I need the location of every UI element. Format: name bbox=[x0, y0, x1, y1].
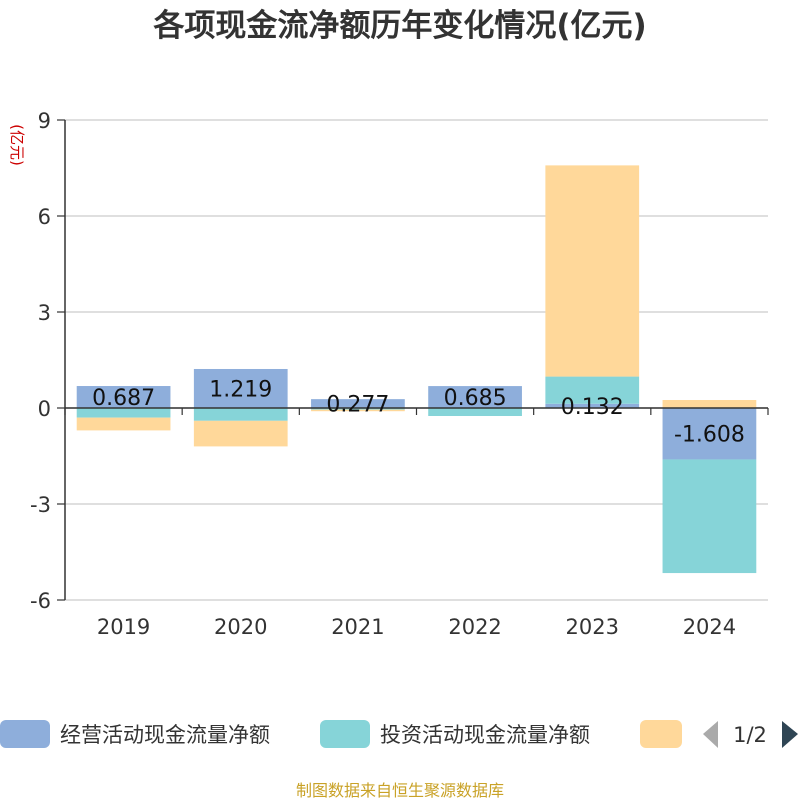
data-label: 0.277 bbox=[326, 393, 389, 418]
y-tick-label: 9 bbox=[38, 109, 51, 133]
bar-series1-2020[interactable] bbox=[193, 408, 288, 421]
axis-layer: -6 -3 0 3 6 9 2019 2020 2021 2022 2023 2024 bbox=[30, 109, 769, 639]
bar-series2-2021[interactable] bbox=[311, 409, 405, 412]
y-tick-label: 3 bbox=[38, 301, 51, 325]
x-tick-label: 2024 bbox=[683, 615, 736, 639]
bar-series1-2021[interactable] bbox=[311, 408, 405, 410]
legend-label-investing[interactable]: 投资活动现金流量净额 bbox=[380, 723, 590, 747]
bar-series0-2022[interactable] bbox=[428, 386, 522, 408]
bar-series1-2019[interactable] bbox=[76, 408, 171, 418]
bar-series2-2020[interactable] bbox=[193, 420, 288, 447]
legend-prev-page-icon[interactable] bbox=[703, 721, 718, 748]
x-tick-label: 2019 bbox=[97, 615, 150, 639]
y-tick-label: -3 bbox=[30, 493, 51, 517]
source-note: 制图数据来自恒生聚源数据库 bbox=[296, 781, 504, 800]
bar-series2-2024[interactable] bbox=[662, 400, 757, 408]
bar-series1-2023[interactable] bbox=[545, 376, 640, 404]
legend-next-page-icon[interactable] bbox=[782, 721, 798, 748]
legend-page-indicator: 1/2 bbox=[733, 723, 767, 747]
legend-label-operating[interactable]: 经营活动现金流量净额 bbox=[60, 723, 270, 747]
data-label: 0.132 bbox=[561, 395, 624, 420]
x-tick-label: 2021 bbox=[331, 615, 384, 639]
y-tick-label: 6 bbox=[38, 205, 51, 229]
bar-series0-2024[interactable] bbox=[662, 408, 757, 460]
y-axis-unit-label: (亿元) bbox=[8, 124, 26, 166]
x-tick-label: 2022 bbox=[448, 615, 501, 639]
legend-swatch-operating[interactable] bbox=[0, 720, 50, 748]
bar-series2-2019[interactable] bbox=[76, 417, 171, 431]
data-label: -1.608 bbox=[674, 423, 745, 448]
bar-series0-2021[interactable] bbox=[311, 399, 405, 408]
legend: 经营活动现金流量净额 投资活动现金流量净额 1/2 bbox=[0, 720, 798, 748]
y-tick-label: 0 bbox=[38, 397, 51, 421]
legend-swatch-investing[interactable] bbox=[320, 720, 370, 748]
chart-title: 各项现金流净额历年变化情况(亿元) bbox=[152, 8, 646, 44]
bar-series0-2020[interactable] bbox=[193, 368, 288, 408]
data-label: 0.687 bbox=[92, 386, 155, 411]
data-label: 0.685 bbox=[444, 386, 507, 411]
bar-series1-2024[interactable] bbox=[662, 459, 757, 574]
bar-series0-2019[interactable] bbox=[76, 386, 171, 408]
bar-series1-2022[interactable] bbox=[428, 408, 522, 416]
y-tick-label: -6 bbox=[30, 589, 51, 613]
x-tick-label: 2023 bbox=[566, 615, 619, 639]
bars-layer bbox=[76, 165, 757, 574]
bar-series0-2023[interactable] bbox=[545, 403, 640, 408]
data-label: 1.219 bbox=[209, 377, 272, 402]
data-labels-layer: 0.687 1.219 0.277 0.685 0.132 -1.608 bbox=[92, 377, 745, 447]
bar-series2-2023[interactable] bbox=[545, 165, 640, 377]
x-tick-label: 2020 bbox=[214, 615, 267, 639]
legend-swatch-financing[interactable] bbox=[640, 720, 682, 748]
